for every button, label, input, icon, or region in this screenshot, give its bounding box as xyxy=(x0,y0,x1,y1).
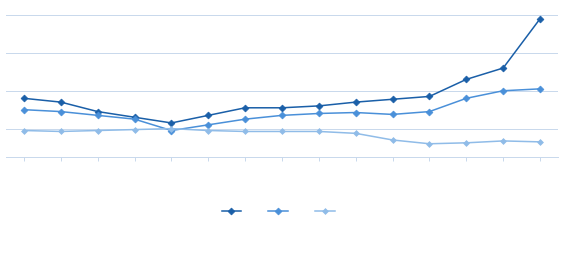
Legend: , , : , , xyxy=(218,202,346,220)
